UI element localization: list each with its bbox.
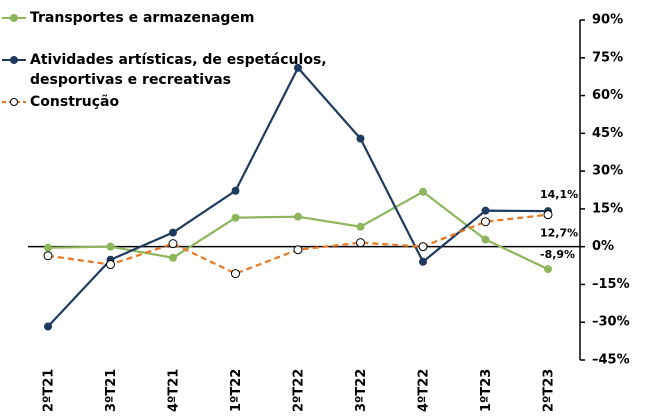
y-tick-label: 90% [592,13,623,28]
legend-marker [10,56,18,64]
x-tick-label: 4ºT22 [417,369,432,412]
value-label: 14,1% [540,188,578,201]
data-point [293,245,303,255]
data-point [419,187,427,196]
x-tick-label: 1ºT23 [479,369,494,412]
data-point [419,257,427,266]
legend-entry: Construção [0,92,350,112]
data-point [169,228,177,237]
y-tick-label: 45% [592,126,623,141]
data-point [44,243,52,252]
y-tick-label: 15% [592,201,623,216]
y-tick-label: 60% [592,88,623,103]
x-tick-label: 2ºT21 [42,369,57,412]
data-point [543,210,553,220]
x-tick-label: 2ºT23 [542,369,557,412]
legend: Transportes e armazenagem Atividades artí… [0,8,350,112]
data-point [231,186,240,195]
x-tick-label: 3ºT21 [104,369,119,412]
data-point [231,269,240,279]
x-tick-label: 3ºT22 [354,369,369,412]
data-point [418,242,428,252]
data-point [43,251,53,261]
data-point [356,222,365,231]
y-tick-label: –30% [592,315,630,330]
legend-icon [2,98,26,106]
data-point [169,253,177,262]
y-tick-label: –45% [592,353,630,368]
data-point [231,213,240,222]
x-tick-label: 2ºT22 [292,369,307,412]
value-label: -8,9% [540,248,575,261]
data-point [481,235,490,244]
value-label: 12,7% [540,227,578,240]
legend-label: Atividades artísticas, de espetáculos, d… [30,52,327,88]
data-point [356,238,365,248]
legend-marker [10,14,18,22]
data-point [44,322,52,331]
x-tick-label: 1ºT22 [229,369,244,412]
legend-entry: Transportes e armazenagem [0,8,350,28]
data-point [106,260,115,270]
data-point [294,212,302,221]
legend-label: Transportes e armazenagem [30,10,255,26]
y-tick-label: –15% [592,277,630,292]
data-point [168,239,178,249]
data-point [544,265,552,274]
legend-icon [2,56,26,64]
data-point [356,134,365,143]
y-tick-label: 0% [592,239,614,254]
data-point [106,242,115,251]
data-point [294,63,302,72]
data-point [481,206,490,215]
series-line [47,213,549,275]
legend-entry: Atividades artísticas, de espetáculos, d… [0,50,330,90]
legend-icon [2,14,26,22]
legend-label: Construção [30,94,120,110]
series-line [47,190,549,271]
legend-marker [10,98,18,106]
y-tick-label: 75% [592,50,623,65]
x-tick-label: 4ºT21 [167,369,182,412]
data-point [481,217,490,227]
y-tick-label: 30% [592,164,623,179]
